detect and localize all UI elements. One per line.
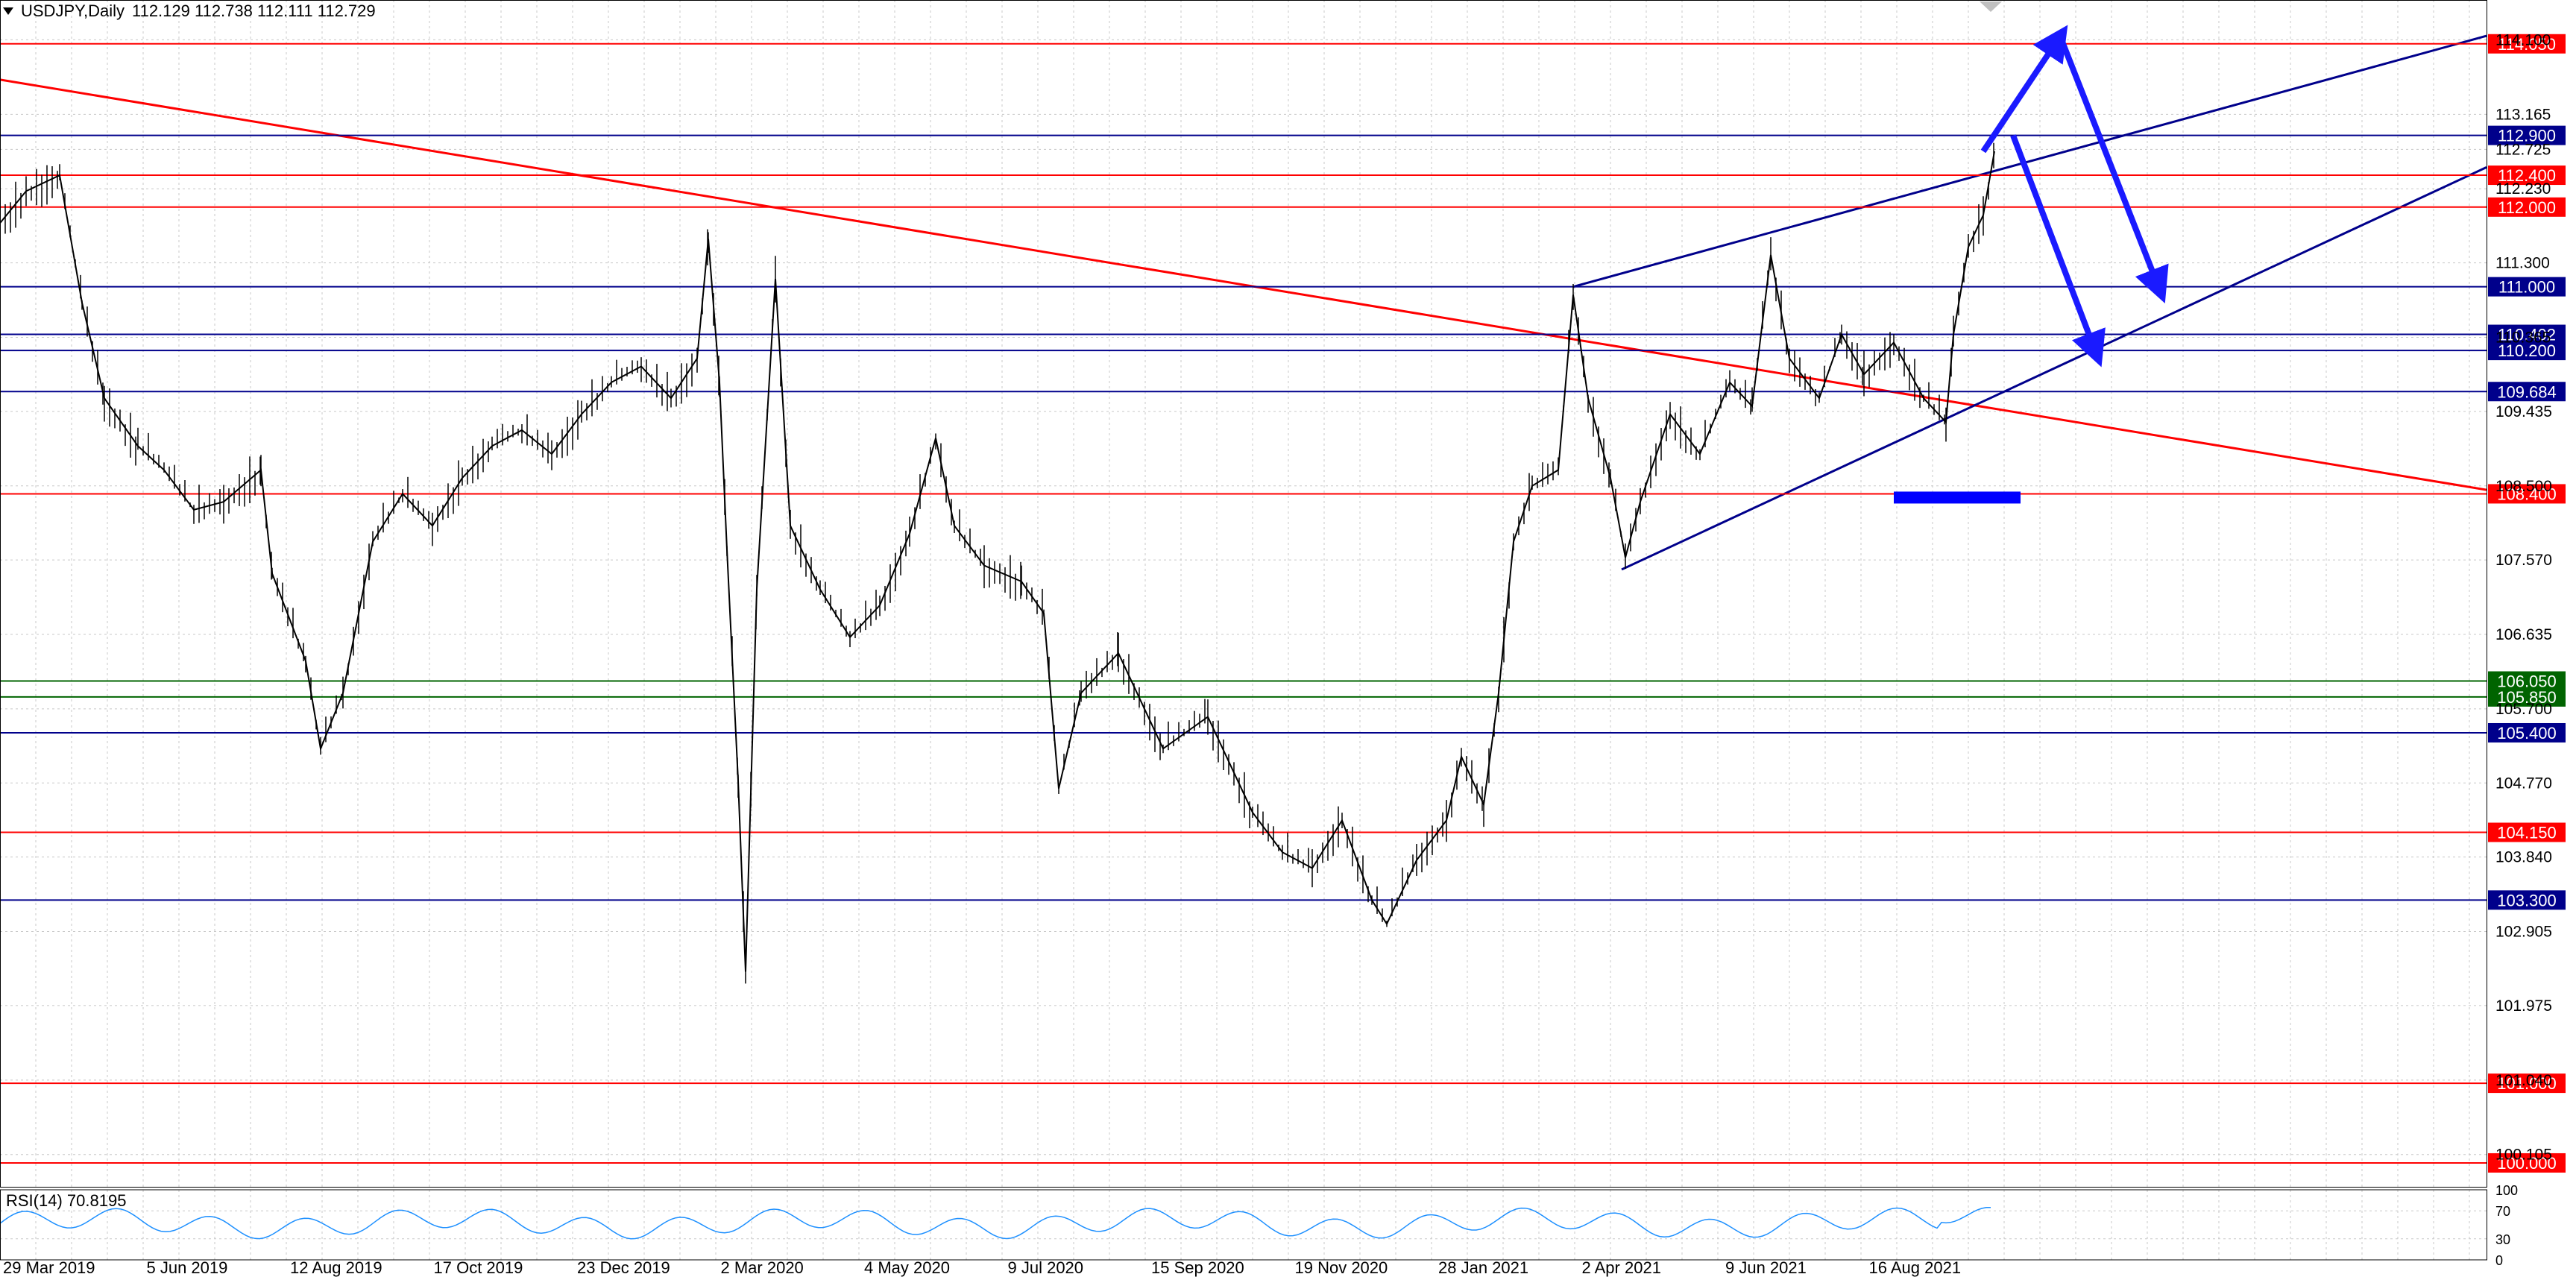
time-tick-label: 19 Nov 2020 bbox=[1295, 1258, 1388, 1277]
rsi-tick-label: 70 bbox=[2495, 1204, 2510, 1219]
price-tick-label: 106.635 bbox=[2495, 626, 2552, 643]
price-tick-label: 112.230 bbox=[2495, 180, 2551, 198]
level-tag-label: 111.000 bbox=[2498, 278, 2555, 297]
rsi-tick-label: 30 bbox=[2495, 1232, 2510, 1247]
trendline bbox=[1572, 34, 2487, 288]
time-tick-label: 2 Mar 2020 bbox=[721, 1258, 804, 1277]
chart-header: USDJPY,Daily 112.129 112.738 112.111 112… bbox=[3, 1, 376, 21]
time-tick-label: 9 Jun 2021 bbox=[1725, 1258, 1807, 1277]
time-tick-label: 2 Apr 2021 bbox=[1582, 1258, 1661, 1277]
level-tag-label: 112.900 bbox=[2498, 127, 2556, 145]
time-tick-label: 17 Oct 2019 bbox=[434, 1258, 523, 1277]
time-tick-label: 23 Dec 2019 bbox=[577, 1258, 670, 1277]
level-tag bbox=[2488, 822, 2566, 842]
price-tick-label: 103.840 bbox=[2495, 849, 2552, 866]
time-tick-label: 5 Jun 2019 bbox=[147, 1258, 228, 1277]
grid bbox=[0, 0, 2487, 1260]
level-tag bbox=[2488, 484, 2566, 504]
level-tag-label: 109.684 bbox=[2497, 382, 2557, 401]
level-tag bbox=[2488, 382, 2566, 402]
level-tag bbox=[2488, 722, 2566, 742]
trendlines bbox=[0, 34, 2487, 571]
price-tick-label: 113.165 bbox=[2495, 106, 2551, 123]
level-tag bbox=[2488, 165, 2566, 186]
level-tag-label: 110.200 bbox=[2498, 341, 2556, 360]
level-tag-label: 101.000 bbox=[2497, 1074, 2557, 1093]
main-plot-frame bbox=[0, 0, 2487, 1188]
time-tick-label: 9 Jul 2020 bbox=[1008, 1258, 1084, 1277]
projection-arrow bbox=[1980, 25, 2068, 154]
rsi-panel: 100 70 30 0 bbox=[0, 1183, 2518, 1268]
level-tag bbox=[2488, 341, 2566, 361]
price-tick-label: 109.435 bbox=[2495, 403, 2552, 420]
price-tick-label: 108.500 bbox=[2495, 478, 2552, 495]
level-tag bbox=[2488, 34, 2566, 54]
rsi-tick-label: 0 bbox=[2495, 1253, 2503, 1268]
level-tag bbox=[2488, 687, 2566, 707]
rsi-label: RSI(14) 70.8195 bbox=[6, 1191, 127, 1210]
time-tick-label: 12 Aug 2019 bbox=[290, 1258, 382, 1277]
time-tick-label: 28 Jan 2021 bbox=[1438, 1258, 1528, 1277]
level-tag-label: 104.150 bbox=[2497, 824, 2557, 842]
price-tick-label: 110.365 bbox=[2495, 329, 2551, 346]
projection-arrow bbox=[2010, 134, 2106, 368]
level-tag-label: 114.050 bbox=[2498, 35, 2556, 54]
price-series bbox=[0, 142, 2021, 984]
level-tag-label: 105.400 bbox=[2497, 724, 2557, 742]
time-tick-label: 4 May 2020 bbox=[864, 1258, 950, 1277]
trendline bbox=[1621, 166, 2487, 571]
price-tick-label: 114.100 bbox=[2495, 31, 2551, 48]
horizontal-levels: 114.050112.900112.400112.000111.000110.4… bbox=[0, 34, 2566, 1173]
symbol-label: USDJPY,Daily bbox=[21, 1, 125, 20]
rsi-line bbox=[0, 1206, 1991, 1240]
rsi-tick-label: 100 bbox=[2495, 1183, 2518, 1198]
chart-shift-marker-icon bbox=[1980, 1, 2002, 12]
level-tag-label: 108.400 bbox=[2497, 485, 2557, 503]
price-tick-label: 104.770 bbox=[2495, 775, 2552, 792]
level-tag bbox=[2488, 277, 2566, 297]
support-bar bbox=[1894, 491, 2021, 504]
price-tick-label: 111.300 bbox=[2495, 255, 2550, 272]
level-tag bbox=[2488, 1073, 2566, 1094]
time-tick-label: 29 Mar 2019 bbox=[3, 1258, 95, 1277]
level-tag-label: 112.400 bbox=[2498, 166, 2556, 185]
price-tick-label: 107.570 bbox=[2495, 552, 2552, 569]
price-tick-label: 105.700 bbox=[2495, 701, 2552, 718]
projection-arrows bbox=[1980, 25, 2169, 368]
level-tag bbox=[2488, 1153, 2566, 1173]
projection-arrow bbox=[2059, 38, 2169, 303]
chart-menu-triangle-icon[interactable] bbox=[3, 7, 13, 15]
price-line bbox=[0, 151, 1995, 972]
rsi-plot-frame bbox=[0, 1189, 2487, 1261]
level-tag-label: 112.000 bbox=[2498, 198, 2556, 217]
price-tick-label: 101.040 bbox=[2495, 1072, 2552, 1089]
level-tag-label: 100.000 bbox=[2497, 1154, 2557, 1173]
level-tag bbox=[2488, 890, 2566, 910]
price-tick-label: 112.725 bbox=[2495, 141, 2551, 158]
price-tick-label: 102.905 bbox=[2495, 924, 2552, 941]
ohlc-readout: 112.129 112.738 112.111 112.729 bbox=[131, 1, 376, 20]
level-tag-label: 103.300 bbox=[2497, 891, 2557, 909]
time-tick-label: 16 Aug 2021 bbox=[1869, 1258, 1962, 1277]
level-tag bbox=[2488, 197, 2566, 217]
level-tag bbox=[2488, 125, 2566, 145]
trendline bbox=[0, 78, 2487, 491]
price-tick-label: 100.105 bbox=[2495, 1147, 2552, 1164]
time-tick-label: 15 Sep 2020 bbox=[1151, 1258, 1244, 1277]
price-tick-label: 101.975 bbox=[2495, 997, 2552, 1015]
level-tag-label: 105.850 bbox=[2497, 688, 2557, 707]
